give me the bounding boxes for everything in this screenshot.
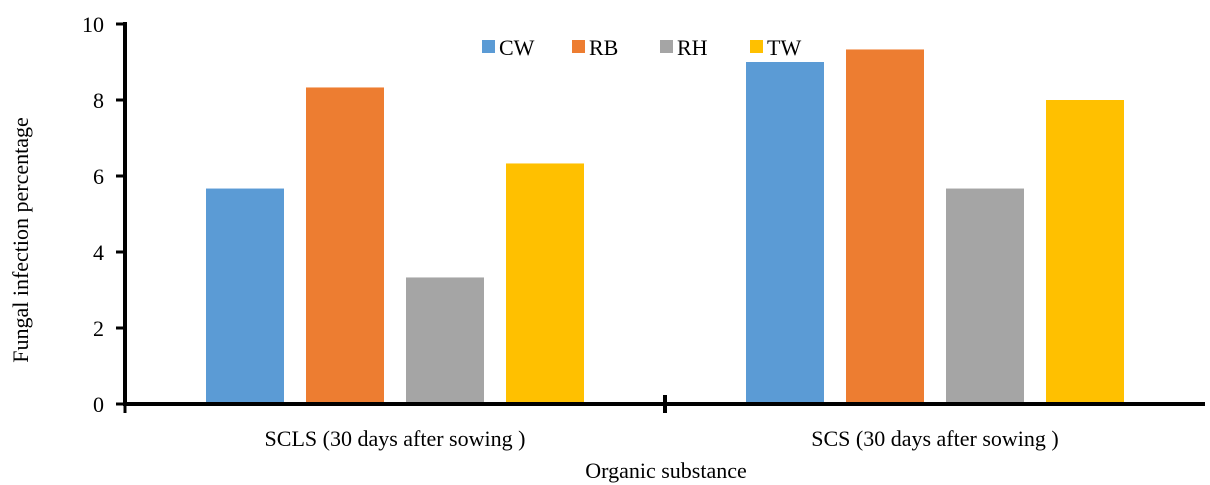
bar-rh-1 [406,277,484,404]
legend-swatch-rb [572,40,585,53]
bar-cw-2 [746,62,824,404]
legend-swatch-tw [750,40,763,53]
legend-swatch-cw [482,40,495,53]
y-tick-label: 6 [93,164,104,189]
legend-swatch-rh [660,40,673,53]
legend-label-tw: TW [767,35,801,60]
x-ticks-group: SCLS (30 days after sowing ) SCS (30 days… [123,395,1059,451]
y-tick-label: 8 [93,88,104,113]
bar-tw-2 [1046,100,1124,404]
y-ticks-group: 0 2 4 6 8 10 [82,12,125,417]
y-tick-label: 10 [82,12,104,37]
legend: CW RB RH TW [482,35,801,60]
bar-rb-2 [846,49,924,405]
legend-label-rh: RH [677,35,708,60]
y-tick-label: 2 [93,316,104,341]
bars-group [206,49,1124,405]
x-axis-title: Organic substance [585,458,747,483]
bar-rh-2 [946,188,1024,404]
axes-group [123,22,1205,406]
bar-cw-1 [206,188,284,404]
bar-tw-1 [506,163,584,404]
bar-rb-1 [306,87,384,405]
y-tick-label: 4 [93,240,104,265]
legend-label-cw: CW [499,35,535,60]
y-tick-label: 0 [93,392,104,417]
x-tick-label: SCLS (30 days after sowing ) [265,426,526,451]
y-axis-title: Fungal infection percentage [8,117,33,363]
legend-label-rb: RB [589,35,618,60]
x-tick-label: SCS (30 days after sowing ) [811,426,1058,451]
